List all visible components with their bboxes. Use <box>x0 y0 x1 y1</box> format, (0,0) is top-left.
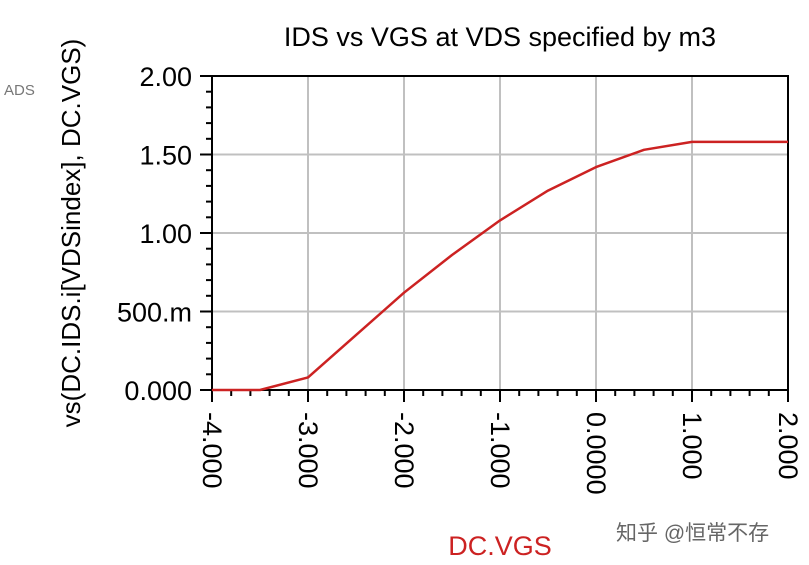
y-tick-label: 1.00 <box>139 219 192 249</box>
corner-label: ADS <box>4 82 35 99</box>
x-tick-label: -2.000 <box>389 412 419 489</box>
x-tick-label: -1.000 <box>485 412 515 489</box>
y-tick-label: 0.000 <box>124 376 192 406</box>
watermark: 知乎 @恒常不存 <box>616 522 769 545</box>
y-tick-label: 500.m <box>117 298 192 328</box>
plot-area: 0.000 500.m 1.00 1.50 2.00 -4.000 -3.000 -2.000… <box>117 62 803 495</box>
x-tick-label: 1.000 <box>677 412 707 480</box>
y-axis-label: vs(DC.IDS.i[VDSindex], DC.VGS) <box>56 39 86 428</box>
x-tick-label: 2.000 <box>773 412 803 480</box>
y-tick-label: 1.50 <box>139 141 192 171</box>
x-tick-label: 0.0000 <box>581 412 611 495</box>
chart-title: IDS vs VGS at VDS specified by m3 <box>284 22 716 52</box>
x-tick-label: -3.000 <box>293 412 323 489</box>
x-axis-label: DC.VGS <box>448 531 552 561</box>
y-tick-label: 2.00 <box>139 62 192 92</box>
x-tick-label: -4.000 <box>197 412 227 489</box>
series-line <box>212 140 788 392</box>
